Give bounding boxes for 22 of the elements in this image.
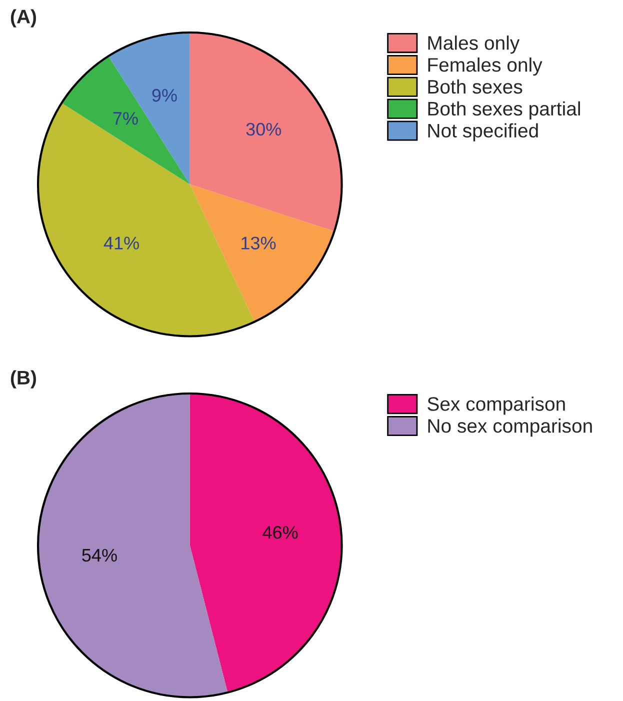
data-label: 46% <box>262 526 298 539</box>
data-label: 30% <box>246 122 282 136</box>
legend-label: No sex comparison <box>428 418 592 437</box>
legend-label: Not specified <box>428 123 538 142</box>
legend-label: Both sexes partial <box>428 101 580 120</box>
pie-slice <box>38 393 228 698</box>
pie-slice <box>190 32 342 232</box>
legend-label: Males only <box>428 36 520 54</box>
chart-title: (A) <box>10 9 36 28</box>
data-label: 9% <box>152 88 177 102</box>
pie-slice <box>108 32 190 184</box>
pie-slice <box>190 393 342 692</box>
pie-slice <box>62 56 190 184</box>
data-label: 7% <box>113 112 138 125</box>
data-label: 13% <box>242 236 276 250</box>
legend-label: Sex comparison <box>428 396 565 415</box>
legend-label: Both sexes <box>428 79 522 94</box>
pie-slice <box>190 184 334 322</box>
legend-label: Females only <box>428 57 542 76</box>
chart-title: (B) <box>10 370 36 388</box>
data-label: 54% <box>82 548 117 562</box>
data-label: 41% <box>104 236 139 250</box>
